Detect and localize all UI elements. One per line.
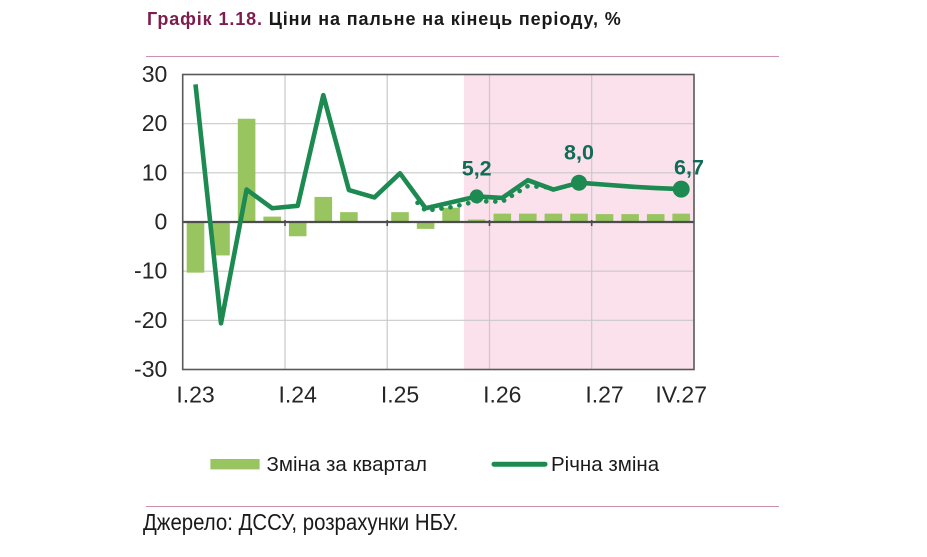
svg-text:30: 30	[142, 61, 168, 87]
svg-text:I.26: I.26	[483, 382, 521, 408]
svg-text:I.25: I.25	[381, 382, 419, 408]
svg-text:IV.27: IV.27	[655, 382, 707, 408]
svg-text:Річна зміна: Річна зміна	[551, 453, 660, 476]
svg-text:6,7: 6,7	[674, 156, 704, 180]
svg-text:5,2: 5,2	[462, 157, 492, 181]
svg-text:I.27: I.27	[585, 382, 623, 408]
svg-text:10: 10	[142, 159, 168, 185]
svg-text:Зміна за квартал: Зміна за квартал	[267, 453, 427, 476]
svg-text:-30: -30	[134, 356, 167, 382]
svg-text:20: 20	[142, 110, 168, 136]
svg-text:-20: -20	[134, 307, 167, 333]
svg-text:-10: -10	[134, 258, 167, 284]
svg-text:I.24: I.24	[279, 382, 318, 408]
svg-text:I.23: I.23	[176, 382, 214, 408]
svg-text:8,0: 8,0	[564, 141, 594, 165]
svg-text:0: 0	[155, 209, 168, 235]
